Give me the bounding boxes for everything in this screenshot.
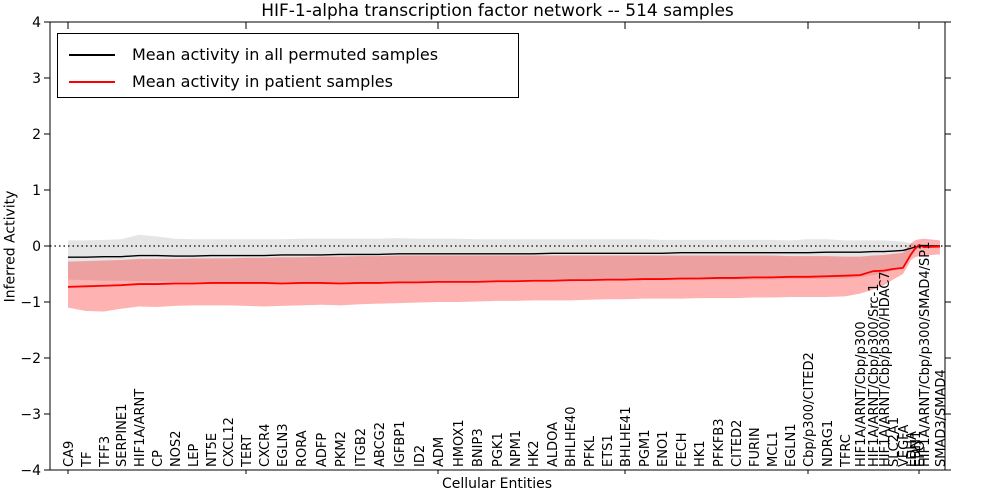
x-tick-label: ID2 xyxy=(413,445,428,467)
x-tick-label: SMAD3/SMAD4 xyxy=(934,369,949,467)
x-tick-label: ADM xyxy=(432,437,447,467)
x-tick-label: HIF1A/ARNT/Cbp/p300/Src-1 xyxy=(867,284,882,467)
patient-band xyxy=(68,238,940,312)
legend: Mean activity in all permuted samples Me… xyxy=(57,33,519,98)
x-tick-label: ABCG2 xyxy=(373,422,388,467)
x-tick-label: NPM1 xyxy=(509,430,524,467)
x-tick-label: PKM2 xyxy=(334,431,349,467)
x-tick-label: CITED2 xyxy=(730,420,745,467)
x-tick-label: CP xyxy=(151,450,166,467)
x-tick-label: HIF1A/ARNT/Cbp/p300/HDAC7 xyxy=(878,271,893,467)
x-tick-label: ETS1 xyxy=(601,434,616,467)
x-tick-label: HIF1A/ARNT/Cbp/p300 xyxy=(854,321,869,467)
y-tick-label: 1 xyxy=(32,183,41,199)
x-tick-label: ALDOA xyxy=(546,422,561,467)
legend-entry-patient: Mean activity in patient samples xyxy=(69,68,518,95)
x-tick-label: LDHA xyxy=(905,431,920,467)
x-tick-label: PGK1 xyxy=(491,432,506,467)
x-tick-label: MCL1 xyxy=(766,431,781,467)
x-tick-label: TFF3 xyxy=(98,436,113,468)
x-tick-label: FECH xyxy=(675,432,690,467)
patient-line-swatch xyxy=(69,80,115,83)
x-tick-label: Cbp/p300/CITED2 xyxy=(802,352,817,467)
x-tick-label: CXCL12 xyxy=(222,417,237,467)
x-tick-label: HK1 xyxy=(693,440,708,467)
y-tick-label: 4 xyxy=(32,15,41,31)
legend-label-permuted: Mean activity in all permuted samples xyxy=(132,45,439,64)
x-tick-label: TFRC xyxy=(839,434,854,468)
patient-mean-line xyxy=(67,243,941,288)
x-tick-label: ADFP xyxy=(315,433,330,467)
permuted-line-swatch xyxy=(69,53,115,56)
y-tick-label: −3 xyxy=(20,407,41,423)
x-tick-label: EGLN1 xyxy=(784,423,799,467)
legend-label-patient: Mean activity in patient samples xyxy=(132,72,393,91)
x-tick-label: ITGB2 xyxy=(354,428,369,467)
x-tick-label: ENO1 xyxy=(656,431,671,467)
x-tick-label: SLC2A1 xyxy=(887,417,902,467)
x-tick-label: EGLN3 xyxy=(276,423,291,467)
x-tick-label: NOS2 xyxy=(169,431,184,467)
x-tick-label: IGFBP1 xyxy=(393,421,408,467)
legend-entry-permuted: Mean activity in all permuted samples xyxy=(69,41,518,68)
x-tick-label: TF xyxy=(80,452,95,468)
y-tick-label: −1 xyxy=(20,295,41,311)
x-axis-label: Cellular Entities xyxy=(441,476,553,492)
x-tick-label: HIF1A/ARNT xyxy=(133,389,148,467)
y-tick-label: −2 xyxy=(20,351,41,367)
x-tick-label: CA9 xyxy=(62,441,77,467)
x-tick-label: LEP xyxy=(187,444,202,467)
x-tick-label: VEGFA xyxy=(897,425,912,467)
x-tick-label: EPO xyxy=(913,441,928,467)
x-tick-label: EDN1 xyxy=(909,431,924,467)
y-tick-label: 2 xyxy=(32,127,41,143)
chart-title: HIF-1-alpha transcription factor network… xyxy=(261,1,734,21)
x-tick-label: BHLHE40 xyxy=(564,407,579,467)
x-tick-label: PFKFB3 xyxy=(712,418,727,467)
y-tick-label: 3 xyxy=(32,71,41,87)
x-tick-label: SERPINE1 xyxy=(115,404,130,467)
x-tick-label: HMOX1 xyxy=(452,419,467,467)
x-tick-label: PGM1 xyxy=(638,430,653,467)
x-tick-label: HK2 xyxy=(527,440,542,467)
x-tick-label: BHLHE41 xyxy=(619,407,634,467)
permuted-mean-line xyxy=(68,245,940,258)
x-tick-label: FURIN xyxy=(748,427,763,467)
x-tick-label: TERT xyxy=(240,435,255,468)
x-tick-label: CXCR4 xyxy=(258,424,273,467)
x-tick-label: NT5E xyxy=(205,433,220,467)
x-tick-label: RORA xyxy=(295,430,310,467)
x-tick-label: HIF1A/ARNT/Cbp/p300/SMAD4/SP1 xyxy=(918,242,933,467)
x-tick-label: PFKL xyxy=(583,435,598,467)
permuted-band xyxy=(68,234,940,283)
y-tick-label: 0 xyxy=(32,239,41,255)
x-tick-label: NDRG1 xyxy=(821,420,836,467)
y-tick-label: −4 xyxy=(20,463,41,479)
x-tick-label: BNIP3 xyxy=(471,428,486,467)
